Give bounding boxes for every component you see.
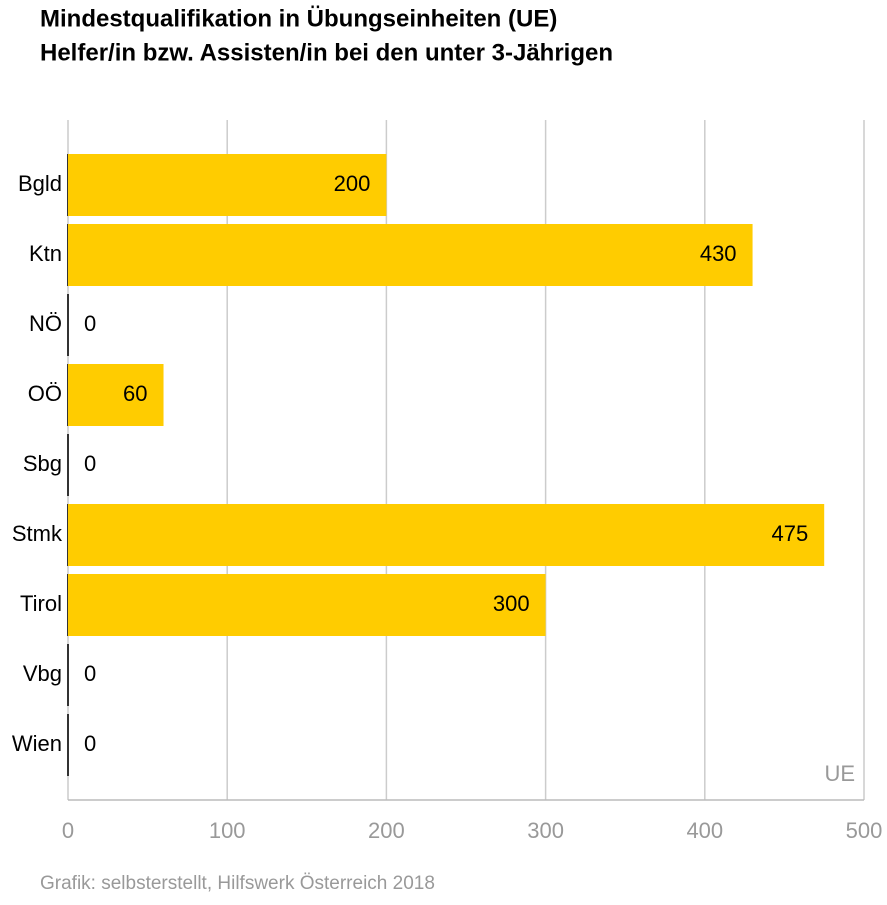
- y-tick-label: Ktn: [29, 241, 62, 266]
- x-tick-label: 300: [527, 818, 564, 843]
- value-label: 300: [493, 591, 530, 616]
- y-tick-label: Bgld: [18, 171, 62, 196]
- bar: [68, 154, 387, 216]
- x-tick-label: 0: [62, 818, 74, 843]
- y-tick-label: Stmk: [12, 521, 63, 546]
- y-tick-label: Vbg: [23, 661, 62, 686]
- value-label: 0: [84, 311, 96, 336]
- value-label: 200: [334, 171, 371, 196]
- bar: [68, 574, 546, 636]
- y-tick-label: Sbg: [23, 451, 62, 476]
- value-label: 60: [123, 381, 147, 406]
- x-tick-label: 400: [686, 818, 723, 843]
- y-tick-label: Wien: [12, 731, 62, 756]
- bar: [68, 504, 825, 566]
- bar: [68, 364, 164, 426]
- axis-label: UE: [824, 761, 855, 786]
- y-tick-label: Tirol: [20, 591, 62, 616]
- value-label: 475: [771, 521, 808, 546]
- value-label: 0: [84, 731, 96, 756]
- source: Grafik: selbsterstellt, Hilfswerk Österr…: [40, 873, 435, 894]
- value-label: 0: [84, 451, 96, 476]
- y-tick-label: OÖ: [28, 381, 62, 406]
- chart-title: Helfer/in bzw. Assisten/in bei den unter…: [40, 39, 613, 66]
- x-tick-label: 500: [846, 818, 883, 843]
- chart-title: Mindestqualifikation in Übungseinheiten …: [40, 5, 557, 32]
- bar: [68, 224, 753, 286]
- value-label: 0: [84, 661, 96, 686]
- x-tick-label: 100: [209, 818, 246, 843]
- y-tick-label: NÖ: [29, 311, 62, 336]
- value-label: 430: [700, 241, 737, 266]
- x-tick-label: 200: [368, 818, 405, 843]
